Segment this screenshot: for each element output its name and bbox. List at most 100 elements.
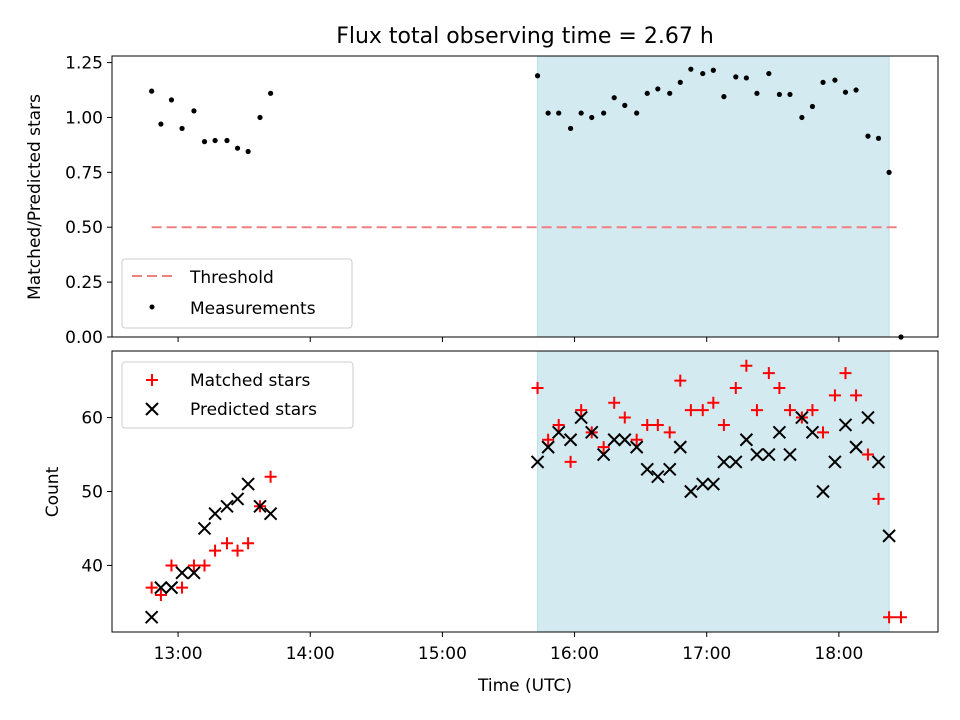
measurement-point: [787, 91, 793, 98]
bottom-shaded-span: [537, 350, 890, 633]
measurement-point: [158, 121, 164, 127]
measurement-point: [710, 67, 716, 73]
top-y-tick-label: 0.75: [65, 163, 103, 183]
matched-star-point: [608, 396, 621, 409]
matched-star-point: [872, 492, 885, 505]
measurement-point: [743, 75, 749, 81]
matched-star-point: [817, 426, 830, 439]
matched-star-point: [145, 581, 158, 594]
measurement-point: [257, 114, 263, 121]
top-legend: Threshold Measurements: [121, 258, 353, 329]
measurement-point: [556, 110, 562, 116]
matched-star-point: [575, 404, 588, 417]
measurement-point: [655, 86, 661, 92]
matched-star-point: [531, 381, 544, 394]
measurement-point: [677, 79, 683, 85]
predicted-star-point: [717, 455, 731, 469]
predicted-star-point: [828, 455, 842, 469]
matched-star-point: [883, 611, 896, 624]
measurement-point: [191, 108, 197, 114]
matched-star-point: [231, 544, 244, 557]
predicted-star-point: [750, 447, 764, 462]
top-y-axis-label: Matched/Predicted stars: [25, 94, 45, 300]
matched-star-point: [552, 418, 565, 431]
measurement-point: [245, 148, 251, 155]
matched-star-point: [630, 433, 643, 446]
predicted-star-point: [696, 477, 710, 491]
predicted-star-point: [783, 447, 797, 462]
predicted-star-point: [849, 440, 863, 454]
bottom-panel: 40 50 60 13:00 14:00 15:00 16:00 17:00 18:00 Co…: [43, 350, 939, 696]
matched-star-point: [209, 544, 222, 557]
measurement-point: [754, 90, 760, 96]
predicted-star-point: [175, 566, 189, 580]
predicted-star-point: [618, 433, 632, 447]
predicted-star-point: [651, 470, 665, 484]
matched-star-point: [663, 426, 676, 439]
measurement-point: [179, 125, 185, 132]
matched-star-point: [750, 404, 763, 417]
matched-star-point: [651, 418, 664, 431]
predicted-star-point: [861, 410, 875, 425]
measurement-point: [766, 70, 772, 77]
top-shaded-span: [537, 55, 890, 338]
legend-measurements-swatch: [149, 304, 155, 310]
matched-star-point: [850, 389, 863, 402]
predicted-star-point: [673, 440, 687, 454]
predicted-star-point: [551, 425, 566, 440]
predicted-star-point: [838, 418, 853, 432]
predicted-star-point: [164, 580, 179, 595]
matched-star-point: [154, 589, 167, 602]
matched-star-point: [717, 418, 730, 431]
predicted-star-point: [739, 433, 754, 447]
x-tick-label: 15:00: [418, 644, 467, 664]
x-tick-label: 13:00: [154, 644, 203, 664]
top-y-tick-label: 1.25: [65, 54, 103, 74]
measurement-point: [667, 90, 673, 96]
matched-star-point: [618, 411, 631, 424]
matched-star-point: [564, 455, 577, 468]
top-axes-frame: [111, 55, 939, 338]
matched-star-point: [894, 611, 907, 624]
bottom-legend: Matched stars Predicted stars: [121, 361, 354, 429]
legend-matched-label: Matched stars: [190, 371, 310, 391]
measurement-point: [799, 114, 805, 121]
predicted-star-point: [253, 499, 267, 513]
top-y-tick-label: 1.00: [65, 108, 103, 128]
matched-star-point: [165, 559, 178, 572]
x-tick-label: 16:00: [550, 644, 599, 664]
predicted-star-point: [629, 440, 644, 454]
predicted-star-point: [805, 425, 820, 440]
measurement-point: [853, 87, 859, 93]
matched-star-point: [264, 470, 277, 483]
bottom-y-axis-label: Count: [43, 466, 63, 517]
matched-star-point: [707, 396, 720, 409]
bottom-y-tick-label: 40: [81, 556, 103, 576]
top-y-tick-label: 0.50: [65, 218, 103, 238]
predicted-star-point: [585, 425, 599, 440]
predicted-star-point: [574, 410, 588, 425]
measurement-point: [224, 137, 230, 144]
matched-star-point: [220, 537, 233, 550]
matched-star-point: [176, 581, 189, 594]
matched-star-point: [839, 367, 852, 380]
matched-star-point: [684, 404, 697, 417]
matched-star-point: [783, 404, 796, 417]
predicted-star-point: [596, 447, 611, 462]
measurement-point: [733, 74, 739, 80]
matched-star-point: [806, 404, 819, 417]
matched-star-point: [674, 374, 687, 387]
measurement-point: [611, 95, 617, 101]
measurement-point: [842, 89, 849, 95]
predicted-star-point: [154, 580, 168, 595]
measurement-point: [201, 139, 208, 145]
matched-star-point: [828, 389, 841, 402]
measurement-point: [634, 110, 640, 116]
measurement-point: [820, 79, 826, 85]
measurement-point: [589, 114, 595, 121]
predicted-star-point: [816, 484, 830, 499]
measurement-point: [234, 145, 241, 151]
measurement-point: [149, 88, 155, 94]
predicted-star-point: [563, 433, 578, 447]
